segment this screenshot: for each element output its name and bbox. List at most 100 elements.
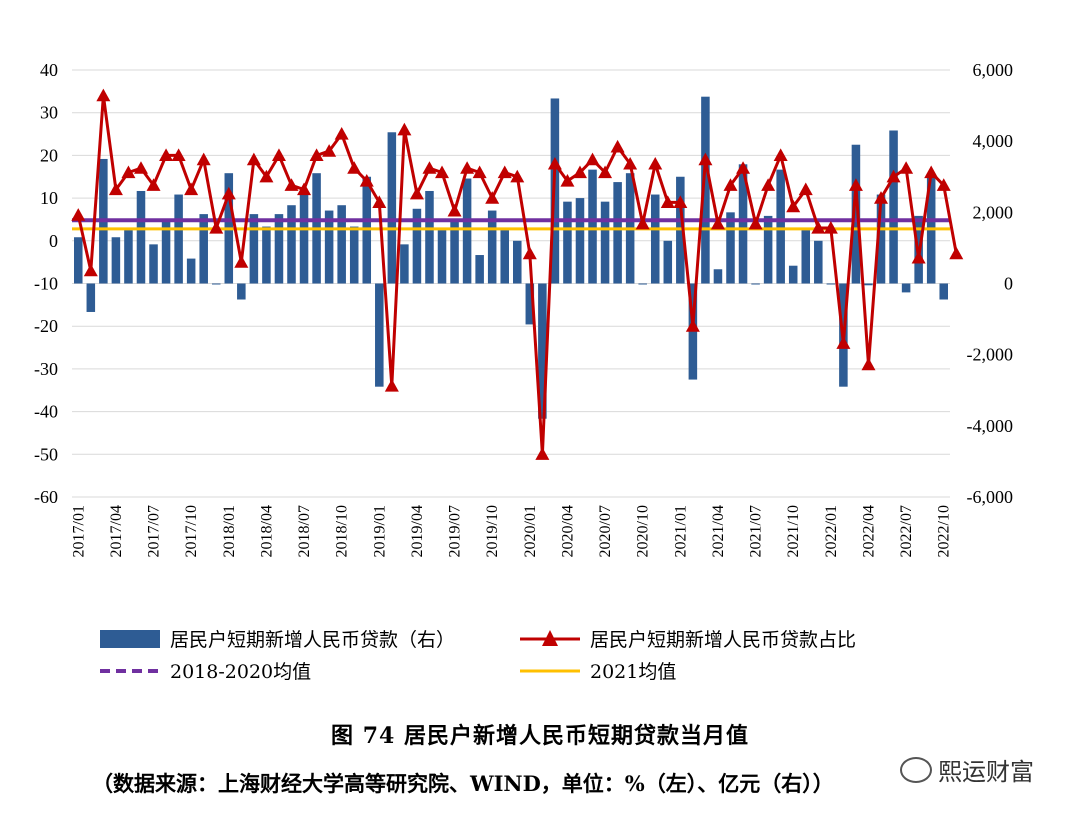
share-point [874, 191, 889, 204]
x-tick-label: 2018/10 [334, 505, 351, 557]
share-point [522, 246, 537, 260]
share-point [911, 250, 926, 264]
left-tick-label: -20 [34, 316, 58, 336]
legend-avg-2021-swatch [520, 669, 580, 672]
share-point [422, 161, 437, 174]
share-point [899, 161, 914, 174]
share-point [108, 182, 123, 196]
bar [174, 194, 183, 284]
x-tick-label: 2020/10 [635, 505, 652, 557]
x-tick-label: 2018/07 [296, 505, 313, 557]
share-point [848, 178, 863, 191]
bar [249, 214, 259, 284]
share-point [196, 152, 211, 166]
x-tick-label: 2018/01 [221, 505, 238, 557]
share-point [798, 182, 813, 196]
bar [851, 144, 861, 284]
bar [186, 258, 196, 284]
line-series [71, 88, 964, 460]
x-tick-label: 2019/10 [484, 505, 501, 557]
share-point [736, 161, 751, 174]
share-point [560, 174, 575, 187]
share-point [372, 195, 387, 208]
share-point [209, 220, 224, 234]
share-point [297, 182, 312, 196]
bar [149, 244, 158, 284]
chart: 40 30 20 10 0 -10 -20 -30 -40 -50 -60 6,000 4,000 2,… [34, 60, 1014, 557]
share-point [246, 152, 261, 166]
bar [876, 194, 886, 284]
x-tick-label: 2019/07 [447, 505, 464, 557]
share-point [572, 165, 587, 179]
watermark-text: 熙运财富 [938, 758, 1034, 786]
bar [475, 255, 484, 284]
bar [801, 230, 811, 284]
bar [324, 210, 334, 284]
x-tick-label: 2022/01 [823, 505, 840, 557]
left-tick-label: -50 [34, 444, 58, 464]
share-point [823, 220, 838, 234]
bar [462, 178, 472, 284]
bar [349, 226, 359, 284]
bar [337, 205, 346, 284]
bar [299, 190, 309, 284]
bar [161, 219, 171, 284]
bar [788, 265, 798, 284]
share-point [497, 165, 512, 179]
share-point [121, 165, 136, 179]
bar [901, 283, 911, 293]
share-point [133, 161, 148, 174]
share-point [773, 148, 788, 161]
x-tick-label: 2019/04 [409, 505, 426, 557]
bar [287, 205, 296, 284]
left-axis: 40 30 20 10 0 -10 -20 -30 -40 -50 -60 [34, 60, 58, 507]
bar [111, 237, 121, 284]
legend-line-swatch [520, 629, 580, 646]
share-point [660, 195, 675, 208]
share-point [698, 152, 713, 166]
share-point [472, 165, 487, 179]
x-tick-label: 2020/07 [597, 505, 614, 557]
right-tick-label: 4,000 [973, 131, 1014, 151]
share-point [384, 378, 399, 392]
left-tick-label: 0 [49, 231, 58, 251]
x-tick-label: 2018/04 [258, 505, 275, 557]
x-tick-label: 2022/10 [936, 505, 953, 557]
share-point [409, 186, 424, 200]
bar [211, 283, 221, 285]
x-tick-label: 2022/04 [860, 505, 877, 557]
share-point [598, 165, 613, 179]
x-tick-label: 2021/07 [748, 505, 765, 557]
bar [939, 283, 948, 300]
share-point [159, 148, 174, 161]
bar-series [74, 96, 948, 419]
legend-line: 居民户短期新增人民币贷款占比 [520, 625, 856, 652]
right-tick-label: -6,000 [967, 487, 1014, 507]
x-tick-label: 2022/07 [898, 505, 915, 557]
bar [776, 169, 785, 284]
bar [86, 283, 96, 312]
legend-avg-2021: 2021均值 [520, 657, 676, 684]
share-point [234, 255, 249, 268]
bar [375, 283, 384, 387]
bar [450, 219, 459, 284]
bar [124, 230, 133, 284]
share-point [271, 148, 286, 161]
chart-title: 图 74 居民户新增人民币短期贷款当月值 [331, 723, 749, 749]
legend-avg-1820-swatch [100, 668, 160, 673]
share-point [171, 148, 186, 161]
bar [663, 240, 673, 284]
share-point [924, 165, 939, 179]
share-point [347, 161, 362, 174]
left-tick-label: 20 [40, 145, 58, 165]
share-point [435, 165, 450, 179]
bar [726, 212, 735, 284]
left-tick-label: -40 [34, 402, 58, 422]
share-point [761, 178, 776, 191]
bar [864, 283, 873, 286]
bar [538, 283, 547, 419]
bar [575, 198, 585, 284]
share-point [623, 156, 638, 170]
legend-avg-1820: 2018-2020均值 [100, 657, 311, 684]
share-point [460, 161, 475, 174]
